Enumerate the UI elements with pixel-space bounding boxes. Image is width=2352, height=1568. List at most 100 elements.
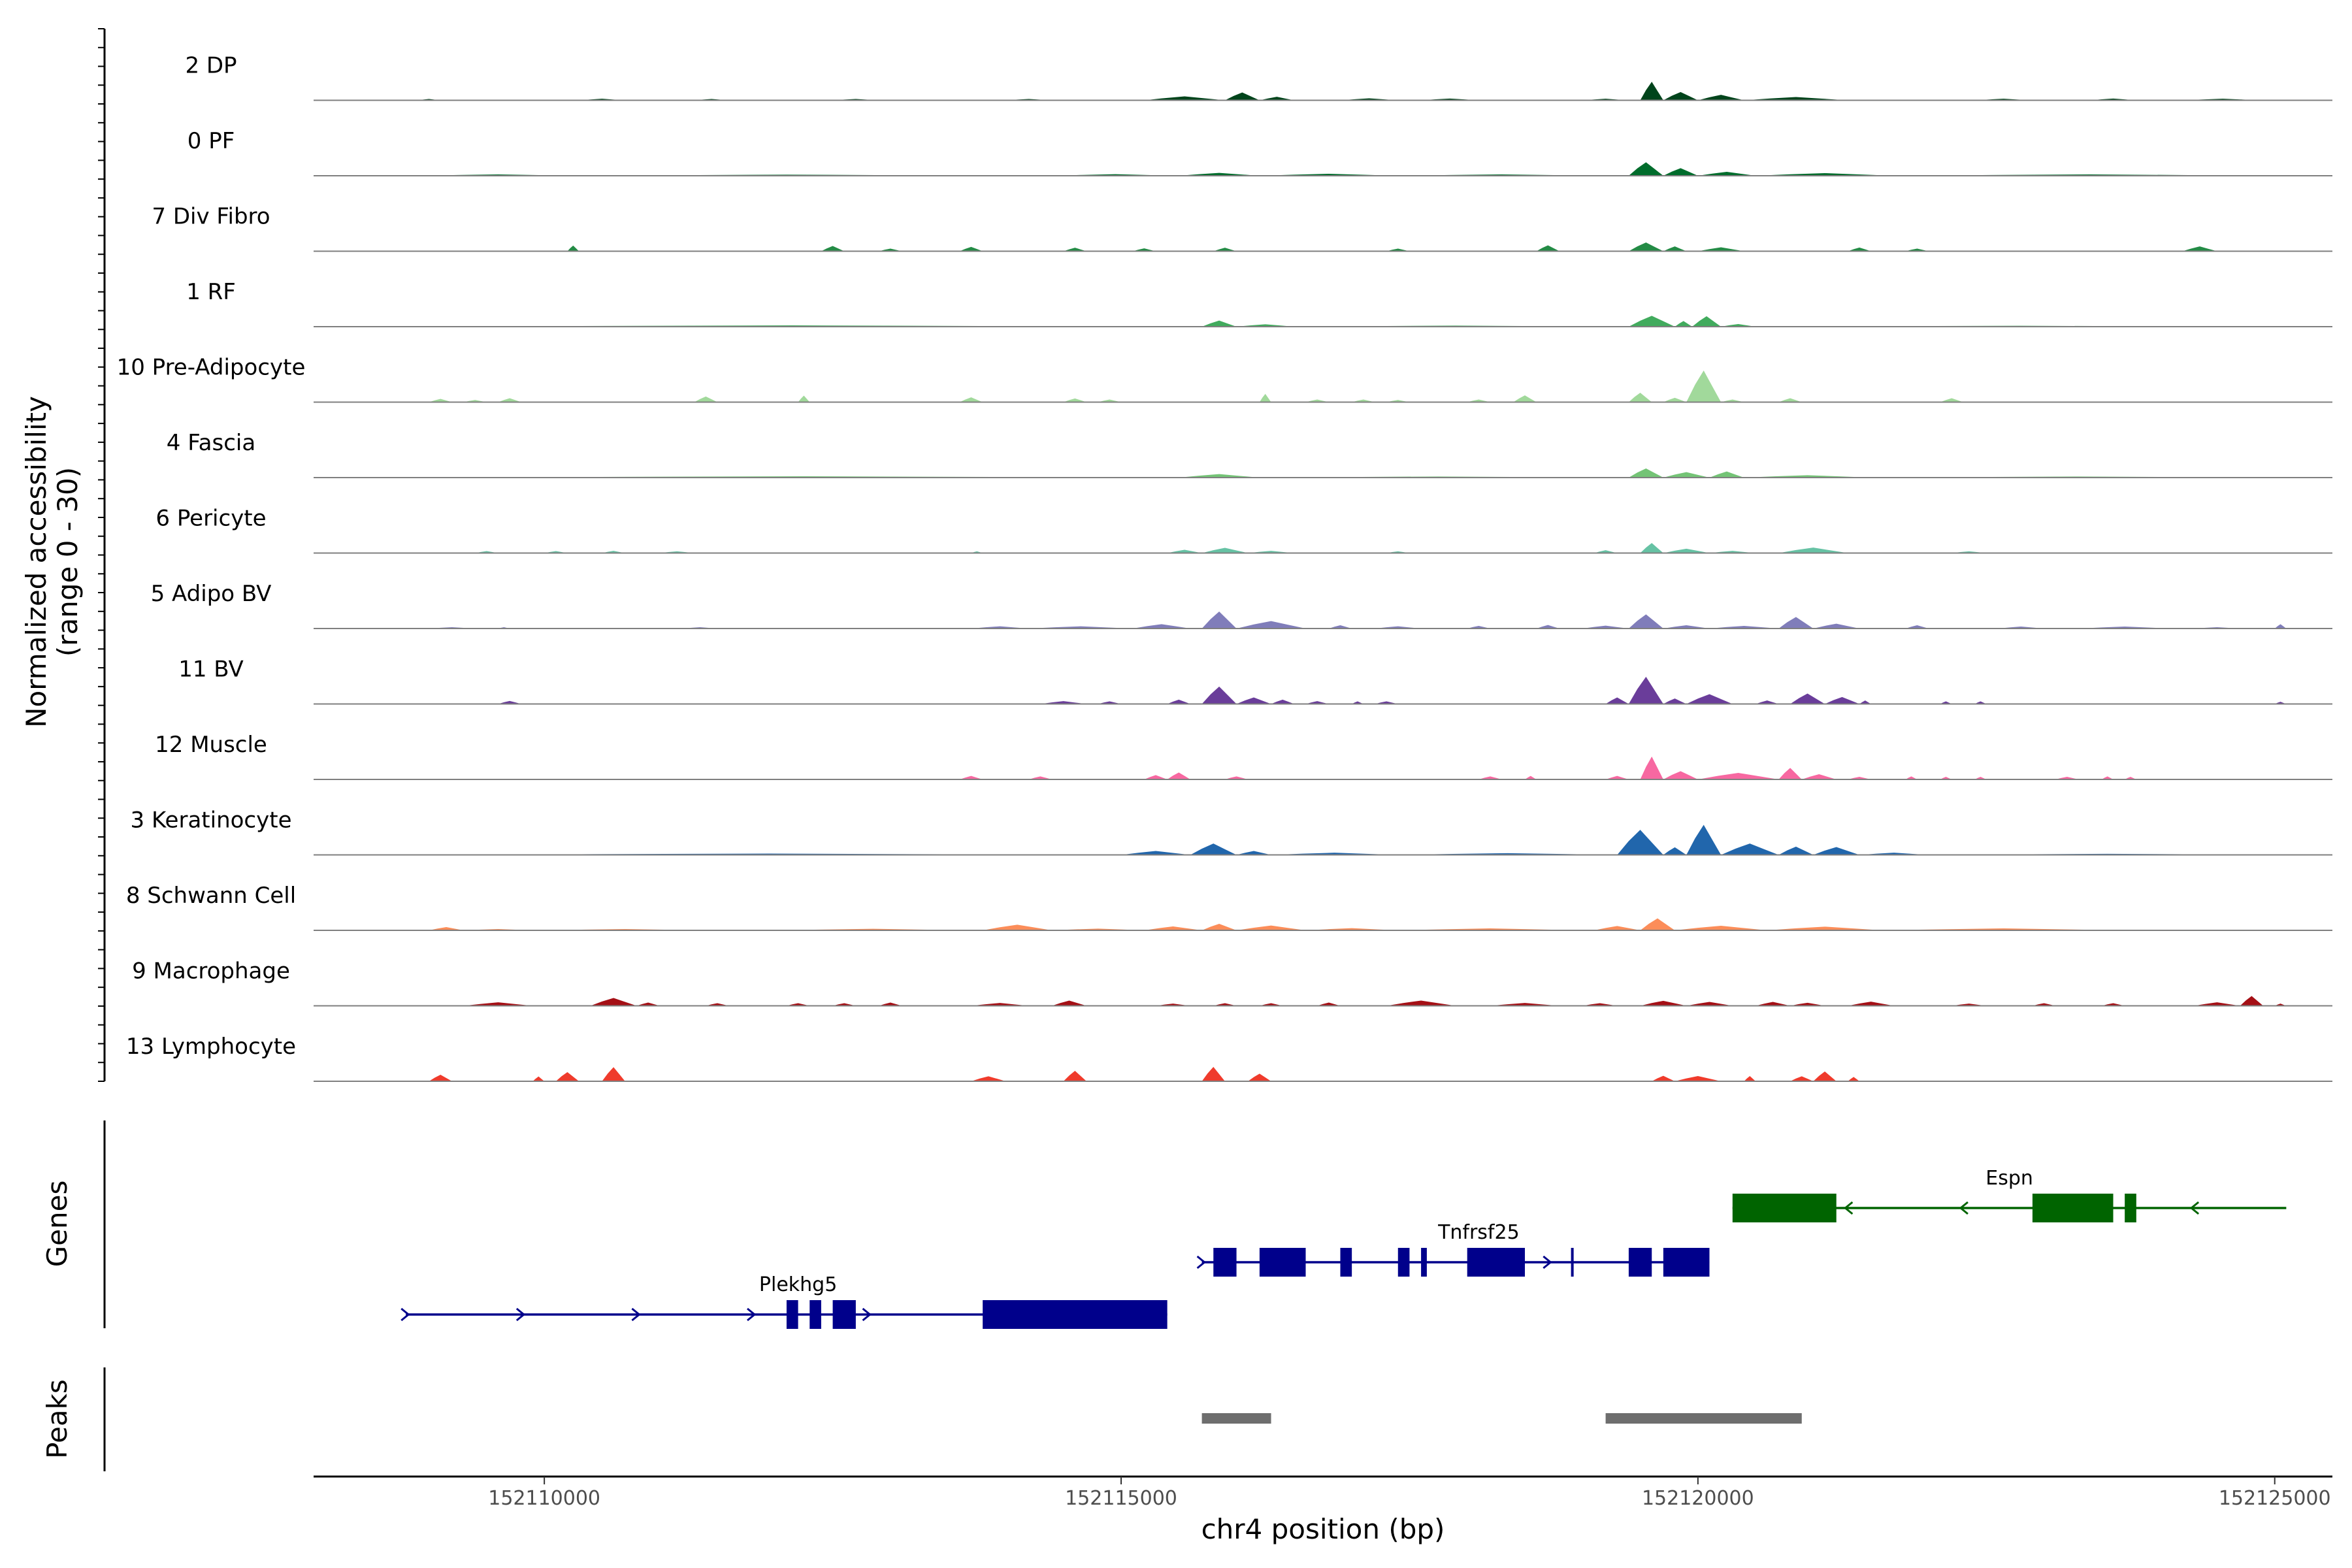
coverage-peak — [1674, 1076, 1722, 1081]
track-8-schwann-cell: 8 Schwann Cell — [126, 883, 2332, 931]
x-tick-label: 152115000 — [1065, 1487, 1177, 1510]
x-axis-title: chr4 position (bp) — [1201, 1513, 1445, 1545]
coverage-peak — [1179, 474, 1260, 478]
track-3-keratinocyte: 3 Keratinocyte — [131, 808, 2332, 856]
gene-label: Plekhg5 — [759, 1273, 837, 1296]
coverage-peak — [1525, 776, 1537, 779]
coverage-peak — [1640, 1000, 1687, 1006]
x-tick-label: 152120000 — [1642, 1487, 1754, 1510]
coverage-peak — [1063, 248, 1087, 252]
gene-plekhg5: Plekhg5 — [400, 1273, 1168, 1329]
track-label: 11 BV — [178, 657, 244, 683]
strand-arrow — [1959, 1201, 1968, 1215]
coverage-peak — [1686, 1002, 1733, 1006]
coverage-peak — [959, 246, 983, 252]
x-tick-label: 152125000 — [2219, 1487, 2331, 1510]
coverage-peak — [1801, 774, 1837, 779]
coverage-peak — [1663, 472, 1710, 478]
coverage-peak — [1697, 95, 1744, 101]
coverage-peak — [1686, 370, 1722, 402]
coverage-peak — [602, 1067, 625, 1081]
coverage-peak — [1744, 97, 1848, 101]
gene-espn: Espn — [1732, 1167, 2287, 1222]
coverage-peak — [1825, 696, 1860, 704]
coverage-peak — [1709, 471, 1744, 478]
coverage-peak — [1271, 699, 1294, 704]
strand-arrow — [631, 1307, 641, 1322]
coverage-peak — [1201, 612, 1237, 629]
coverage-peak — [532, 1076, 545, 1081]
coverage-peak — [1478, 776, 1502, 779]
gene-label: Tnfrsf25 — [1437, 1221, 1520, 1244]
coverage-peak — [1905, 625, 1929, 629]
coverage-peak — [1790, 1002, 1825, 1006]
coverage-peak — [1663, 771, 1698, 779]
peak-region — [1201, 1413, 1271, 1424]
genes-section-title: Genes — [41, 1181, 73, 1267]
coverage-peak — [1744, 1076, 1756, 1081]
coverage-peak — [1813, 623, 1860, 629]
track-6-pericyte: 6 Pericyte — [155, 506, 2332, 554]
coverage-peak — [1663, 548, 1710, 553]
coverage-peak — [971, 1003, 1029, 1006]
coverage-peak — [590, 998, 637, 1006]
coverage-peak — [1213, 248, 1237, 252]
coverage-peak — [1144, 775, 1168, 779]
coverage-peak — [429, 1075, 452, 1081]
coverage-peak — [1813, 1071, 1837, 1081]
strand-arrow — [1844, 1201, 1854, 1215]
track-0-pf: 0 PF — [188, 128, 2332, 176]
coverage-peak — [1848, 1077, 1860, 1081]
gene-exon — [1421, 1248, 1427, 1277]
coverage-peak — [1040, 701, 1087, 704]
coverage-peak — [1201, 686, 1237, 704]
coverage-peak — [1663, 397, 1687, 402]
coverage-peak — [2101, 776, 2114, 779]
track-11-bv: 11 BV — [178, 657, 2332, 705]
coverage-peak — [959, 397, 983, 402]
coverage-peak — [1905, 776, 1918, 779]
gene-exon — [809, 1300, 821, 1329]
coverage-peak — [1756, 700, 1779, 704]
accessibility-y-axis — [98, 28, 106, 1082]
track-12-muscle: 12 Muscle — [155, 732, 2332, 780]
gene-exon — [1663, 1248, 1710, 1277]
coverage-peak — [1652, 1075, 1675, 1081]
track-label: 6 Pericyte — [155, 506, 266, 532]
y-axis-title-line-2: (range 0 - 30) — [52, 467, 84, 657]
coverage-peak — [1052, 1000, 1087, 1006]
coverage-peak — [1132, 248, 1156, 252]
coverage-peak — [1536, 625, 1560, 629]
gene-exon — [1397, 1248, 1410, 1277]
track-label: 9 Macrophage — [132, 958, 290, 985]
coverage-peak — [1190, 843, 1237, 855]
coverage-peak — [1674, 926, 1767, 930]
coverage-peak — [636, 1002, 660, 1006]
gene-exon — [1213, 1248, 1237, 1277]
gene-label: Espn — [1985, 1167, 2033, 1190]
coverage-peak — [1628, 468, 1663, 478]
coverage-peak — [1593, 550, 1618, 553]
track-label: 7 Div Fibro — [152, 204, 270, 230]
coverage-peak — [1201, 320, 1237, 327]
coverage-peak — [1778, 398, 1802, 402]
coverage-peak — [1305, 701, 1329, 704]
coverage-peak — [1859, 700, 1871, 704]
coverage-peak — [694, 396, 717, 402]
coverage-peak — [1697, 773, 1779, 779]
coverage-peak — [1617, 830, 1663, 855]
coverage-peak — [1778, 547, 1848, 553]
coverage-peak — [1628, 162, 1663, 176]
track-1-rf: 1 RF — [186, 279, 2332, 327]
gene-exon — [2032, 1194, 2114, 1222]
coverage-peak — [429, 399, 452, 402]
coverage-peak — [1640, 918, 1675, 930]
coverage-peak — [1063, 398, 1087, 402]
strand-arrow — [862, 1307, 872, 1322]
coverage-peak — [463, 1002, 533, 1006]
track-label: 12 Muscle — [155, 732, 267, 758]
coverage-peak — [1628, 316, 1675, 327]
coverage-peak — [1790, 693, 1825, 704]
strand-arrow — [1196, 1255, 1206, 1269]
coverage-peak — [1663, 625, 1710, 629]
